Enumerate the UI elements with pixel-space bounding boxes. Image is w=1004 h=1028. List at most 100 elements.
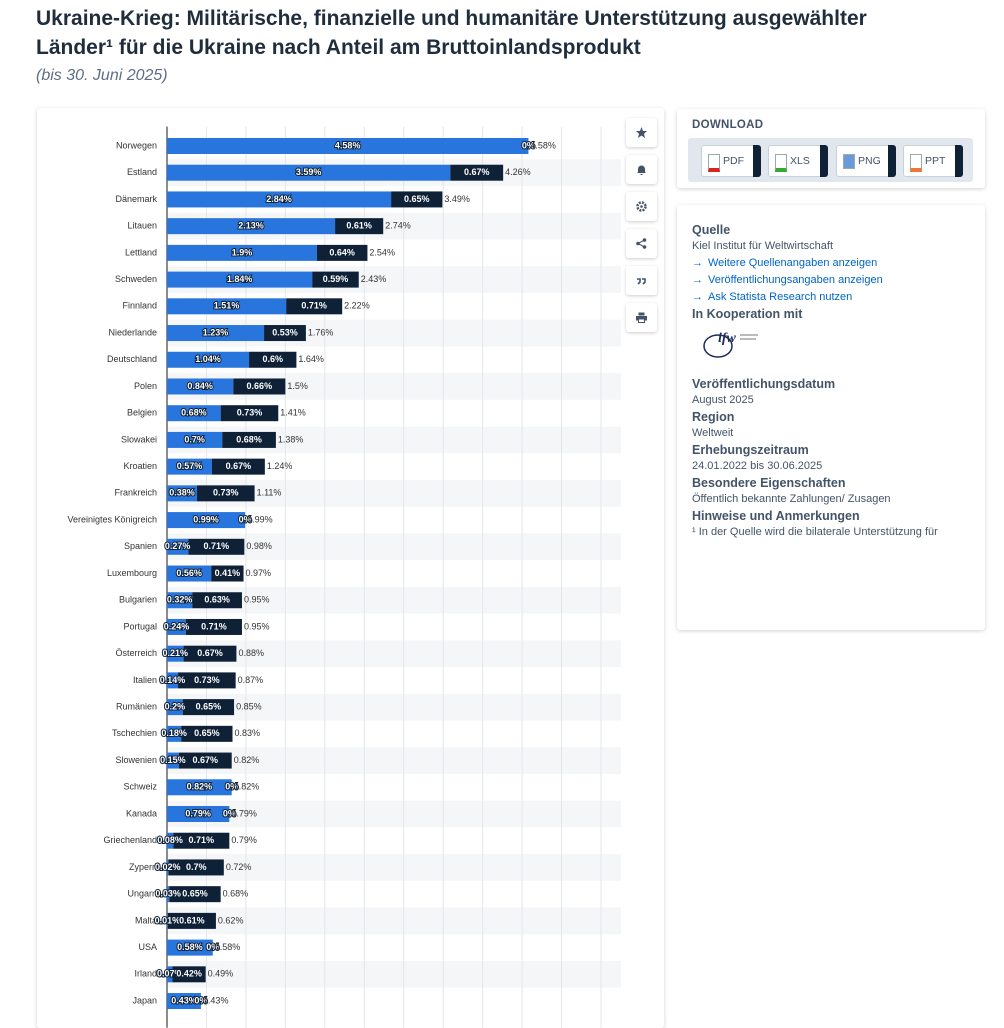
data-label: 0%	[239, 514, 252, 524]
settings-button[interactable]	[626, 192, 657, 221]
data-label: 0.7%	[186, 862, 207, 872]
favorite-button[interactable]	[626, 118, 657, 147]
download-pdf[interactable]: PDF	[701, 145, 761, 177]
data-label: 0.68%	[181, 408, 207, 418]
field-label: Veröffentlichungsdatum	[692, 377, 836, 391]
bar-segment	[220, 405, 279, 422]
download-ppt[interactable]: PPT	[903, 145, 963, 177]
bar-segment	[222, 431, 276, 448]
data-label: 0.67%	[197, 648, 223, 658]
total-label: 0.98%	[246, 541, 272, 551]
data-label: 0.84%	[187, 381, 213, 391]
share-button[interactable]	[626, 229, 657, 258]
bar-segment	[181, 725, 233, 742]
total-label: 0.58%	[215, 942, 241, 952]
data-label: 0.43%	[171, 995, 197, 1005]
download-png[interactable]: PNG	[836, 145, 896, 177]
bar-segment	[167, 939, 213, 956]
bar-segment	[167, 458, 212, 475]
total-label: 1.64%	[298, 354, 324, 364]
total-label: 4.58%	[530, 140, 556, 150]
bar-segment	[182, 699, 235, 716]
bar-segment	[167, 405, 221, 422]
bar-segment	[167, 431, 223, 448]
data-label: 0%	[223, 808, 236, 818]
data-label: 0.65%	[196, 701, 222, 711]
total-label: 3.49%	[444, 194, 470, 204]
y-tick-label: Luxembourg	[107, 568, 157, 578]
total-label: 0.82%	[234, 782, 260, 792]
y-tick-label: Zypern	[129, 862, 157, 872]
bar-segment	[167, 779, 232, 796]
y-tick-label: Deutschland	[107, 354, 157, 364]
bar-segment	[249, 351, 297, 368]
bar-segment	[211, 565, 244, 582]
data-label: 0.58%	[177, 942, 203, 952]
bar-segment	[192, 592, 242, 609]
data-label: 0.01%	[155, 915, 181, 925]
y-tick-label: Vereinigtes Königreich	[67, 514, 157, 524]
bar-segment	[211, 458, 265, 475]
y-tick-label: USA	[138, 942, 157, 952]
data-label: 0.67%	[226, 461, 252, 471]
total-label: 0.87%	[238, 675, 264, 685]
bar-segment	[178, 752, 232, 769]
info-panel: Quelle Kiel Institut für Weltwirtschaft …	[677, 205, 985, 630]
total-label: 4.26%	[505, 167, 531, 177]
research-link[interactable]: Ask Statista Research nutzen	[692, 289, 972, 306]
data-label: 0.63%	[204, 595, 230, 605]
data-label: 3.59%	[296, 167, 322, 177]
notify-button[interactable]	[626, 155, 657, 184]
row-band	[167, 854, 621, 881]
data-label: 0.03%	[155, 889, 181, 899]
field-value: August 2025	[692, 394, 754, 406]
y-tick-label: Kroatien	[123, 461, 157, 471]
y-tick-label: Norwegen	[116, 140, 157, 150]
data-label: 1.23%	[203, 327, 229, 337]
bar-segment	[167, 752, 179, 769]
publication-link[interactable]: Veröffentlichungsangaben anzeigen	[692, 272, 972, 289]
data-label: 0.08%	[157, 835, 183, 845]
data-label: 0.15%	[160, 755, 186, 765]
bar-segment	[167, 672, 179, 689]
logo-text: ifw	[718, 331, 736, 346]
bar-segment	[316, 244, 368, 261]
data-label: 0.61%	[346, 221, 372, 231]
bar-segment	[167, 886, 170, 903]
data-label: 0.41%	[215, 568, 241, 578]
data-label: 0.42%	[176, 969, 202, 979]
bar-segment	[167, 138, 529, 154]
data-label: 0.7%	[184, 434, 205, 444]
bar-segment	[167, 699, 183, 716]
y-tick-label: Tschechien	[112, 728, 157, 738]
total-label: 1.5%	[287, 381, 308, 391]
bar-segment	[168, 859, 224, 876]
data-label: 0.61%	[179, 915, 205, 925]
y-tick-label: Lettland	[125, 247, 157, 257]
source-link[interactable]: Weitere Quellenangaben anzeigen	[692, 255, 972, 272]
bar-segment	[335, 218, 384, 235]
data-label: 0.71%	[301, 301, 327, 311]
total-label: 2.43%	[361, 274, 387, 284]
row-band	[167, 693, 621, 721]
print-button[interactable]	[626, 303, 657, 332]
bar-segment	[188, 538, 245, 555]
field-value: 24.01.2022 bis 30.06.2025	[692, 460, 823, 472]
total-label: 2.74%	[385, 221, 411, 231]
bar-segment	[173, 832, 230, 849]
data-label: 0.66%	[247, 381, 273, 391]
bar-segment	[167, 325, 265, 342]
y-tick-label: Niederlande	[108, 327, 157, 337]
download-xls[interactable]: XLS	[768, 145, 828, 177]
y-tick-label: Schweiz	[123, 782, 157, 792]
bar-segment	[167, 859, 169, 876]
y-tick-label: Österreich	[115, 648, 157, 658]
data-label: 0.71%	[204, 541, 230, 551]
total-label: 0.97%	[246, 568, 272, 578]
total-label: 0.82%	[234, 755, 260, 765]
bar-segment	[167, 378, 234, 395]
data-label: 0.71%	[189, 835, 215, 845]
bar-segment	[312, 271, 359, 288]
total-label: 0.85%	[236, 701, 262, 711]
cite-button[interactable]	[626, 266, 657, 295]
